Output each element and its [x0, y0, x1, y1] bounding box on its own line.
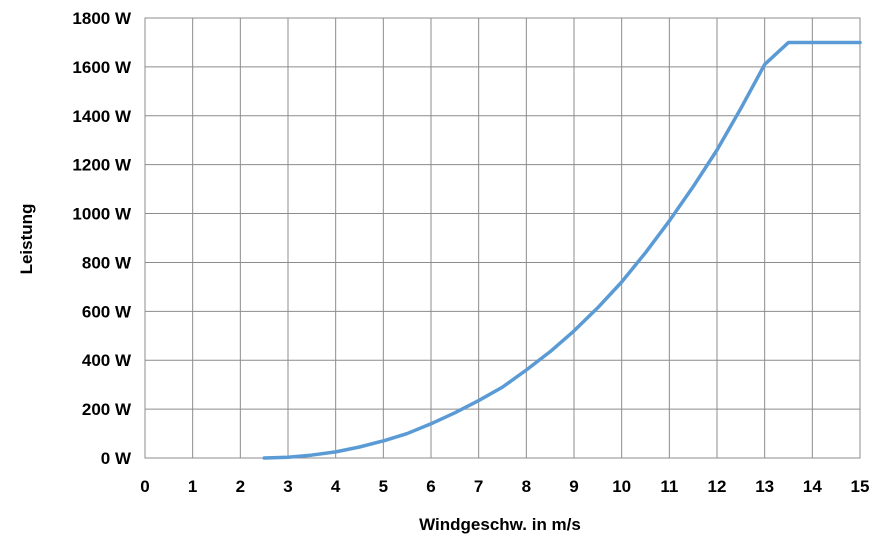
y-axis-title: Leistung [17, 204, 36, 275]
x-tick-label: 11 [660, 477, 678, 496]
power-curve-line [262, 40, 862, 460]
x-tick-label: 8 [522, 477, 531, 496]
y-tick-label: 600 W [82, 302, 132, 321]
y-tick-label: 1200 W [72, 156, 132, 175]
x-axis-title: Windgeschw. in m/s [419, 515, 581, 534]
x-tick-label: 7 [474, 477, 483, 496]
y-tick-label: 1600 W [72, 58, 132, 77]
y-axis-tick-labels: 0 W 200 W 400 W 600 W 800 W 1000 W 1200 W 1400 … [72, 9, 132, 468]
x-tick-label: 12 [708, 477, 727, 496]
x-tick-label: 2 [236, 477, 245, 496]
x-tick-label: 9 [569, 477, 578, 496]
x-tick-label: 3 [283, 477, 292, 496]
x-tick-label: 14 [803, 477, 822, 496]
y-tick-label: 200 W [82, 400, 132, 419]
x-tick-label: 4 [331, 477, 341, 496]
grid [144, 17, 861, 459]
x-tick-label: 13 [755, 477, 774, 496]
y-tick-label: 1800 W [72, 9, 132, 28]
x-axis-tick-labels: 0 1 2 3 4 5 6 7 8 9 10 11 12 13 14 15 [140, 477, 869, 496]
y-tick-label: 800 W [82, 253, 132, 272]
y-tick-label: 1000 W [72, 205, 132, 224]
y-tick-label: 400 W [82, 351, 132, 370]
x-tick-label: 15 [851, 477, 870, 496]
x-tick-label: 1 [188, 477, 197, 496]
series-layer [262, 40, 862, 460]
plot-border [144, 17, 861, 459]
y-tick-label: 1400 W [72, 107, 132, 126]
y-tick-label: 0 W [101, 449, 132, 468]
x-tick-label: 6 [426, 477, 435, 496]
x-tick-label: 10 [612, 477, 631, 496]
x-tick-label: 0 [140, 477, 149, 496]
x-tick-label: 5 [379, 477, 388, 496]
plot-frame [144, 17, 861, 459]
